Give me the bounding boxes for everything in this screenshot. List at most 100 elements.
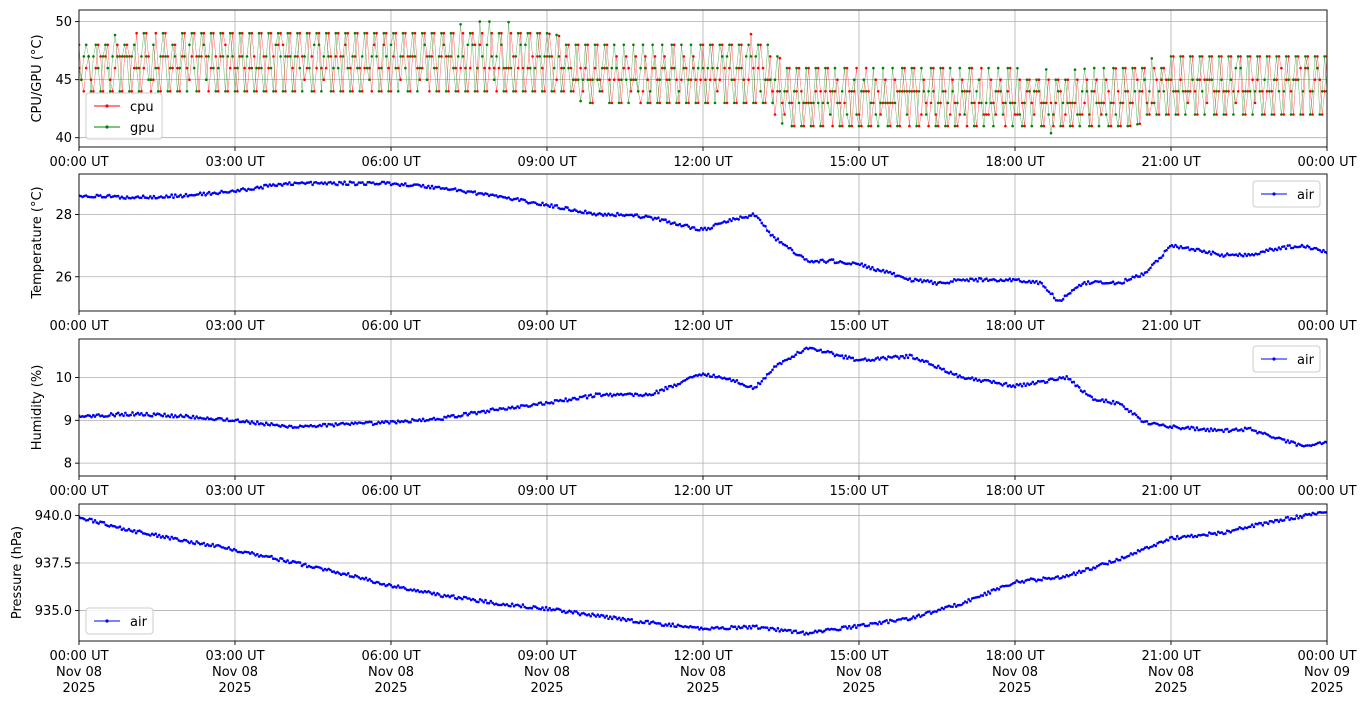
data-point bbox=[581, 90, 585, 93]
data-point bbox=[785, 66, 789, 70]
data-point bbox=[826, 101, 830, 105]
data-point bbox=[298, 561, 302, 564]
x-tick-date: Nov 08 bbox=[212, 665, 258, 680]
data-point bbox=[809, 124, 813, 128]
data-point bbox=[831, 258, 835, 261]
data-point bbox=[751, 387, 755, 391]
data-point bbox=[774, 239, 778, 242]
data-point bbox=[806, 632, 810, 636]
data-point bbox=[1258, 90, 1262, 93]
data-point bbox=[876, 268, 879, 271]
data-point bbox=[502, 66, 506, 70]
data-point bbox=[298, 31, 302, 35]
data-point bbox=[541, 201, 544, 205]
data-point bbox=[651, 218, 655, 221]
data-point bbox=[218, 191, 222, 195]
data-point bbox=[636, 90, 640, 93]
data-point bbox=[1164, 78, 1168, 81]
data-point bbox=[917, 358, 920, 362]
data-point bbox=[304, 562, 307, 566]
data-point bbox=[1270, 247, 1273, 251]
data-point bbox=[936, 124, 940, 128]
data-point bbox=[468, 66, 472, 70]
data-point bbox=[412, 183, 416, 186]
data-point bbox=[862, 622, 865, 626]
data-point bbox=[1279, 247, 1282, 251]
y-tick-label: 26 bbox=[55, 270, 72, 285]
data-point bbox=[668, 101, 671, 105]
data-point bbox=[286, 31, 290, 35]
data-point bbox=[389, 584, 393, 587]
data-point bbox=[336, 31, 340, 35]
data-point bbox=[1234, 101, 1238, 105]
data-point bbox=[310, 55, 314, 58]
data-point bbox=[1318, 113, 1322, 116]
data-point bbox=[1277, 246, 1281, 249]
data-point bbox=[300, 90, 304, 93]
data-point bbox=[634, 78, 638, 81]
data-point bbox=[1308, 90, 1312, 93]
data-point bbox=[562, 609, 566, 613]
data-point bbox=[691, 625, 694, 629]
data-point bbox=[1150, 101, 1154, 105]
data-point bbox=[1241, 429, 1245, 433]
data-point bbox=[1108, 559, 1111, 563]
data-point bbox=[1022, 382, 1026, 385]
data-point bbox=[576, 78, 580, 81]
data-point bbox=[963, 90, 966, 93]
data-point bbox=[1136, 275, 1140, 278]
data-point bbox=[996, 90, 1000, 93]
data-point bbox=[255, 420, 259, 423]
data-point bbox=[234, 549, 238, 552]
data-point bbox=[286, 55, 290, 58]
data-point bbox=[683, 223, 687, 227]
data-point bbox=[442, 43, 446, 47]
data-point bbox=[821, 124, 825, 128]
data-point bbox=[1037, 90, 1041, 93]
data-point bbox=[221, 31, 225, 35]
data-point bbox=[1188, 55, 1192, 58]
data-point bbox=[411, 55, 414, 58]
data-point bbox=[473, 43, 477, 47]
data-point bbox=[668, 78, 671, 81]
data-point bbox=[788, 101, 791, 105]
data-point bbox=[1280, 113, 1283, 116]
data-point bbox=[1304, 55, 1307, 58]
data-point bbox=[209, 193, 213, 196]
data-point bbox=[1174, 537, 1177, 541]
data-point bbox=[1101, 398, 1104, 401]
data-point bbox=[749, 384, 753, 388]
data-point bbox=[712, 224, 715, 227]
data-point bbox=[140, 412, 143, 415]
data-point bbox=[99, 194, 102, 197]
data-point bbox=[1044, 101, 1048, 105]
data-point bbox=[1052, 296, 1056, 300]
data-point bbox=[80, 78, 83, 81]
data-point bbox=[396, 66, 400, 70]
data-point bbox=[1008, 384, 1011, 387]
data-point bbox=[1275, 55, 1278, 58]
data-point bbox=[970, 277, 974, 281]
data-point bbox=[972, 101, 976, 105]
data-point bbox=[847, 624, 851, 628]
data-point bbox=[732, 101, 736, 105]
data-point bbox=[976, 280, 979, 283]
data-point bbox=[269, 66, 273, 70]
data-point bbox=[843, 66, 846, 70]
data-point bbox=[1090, 568, 1093, 571]
x-tick-date: Nov 08 bbox=[1148, 665, 1194, 680]
data-point bbox=[846, 627, 849, 630]
data-point bbox=[1019, 382, 1022, 386]
data-point bbox=[1246, 90, 1250, 93]
data-point bbox=[1023, 124, 1026, 128]
data-point bbox=[224, 90, 227, 93]
data-point bbox=[994, 588, 997, 592]
data-point bbox=[624, 55, 628, 58]
data-point bbox=[454, 66, 458, 70]
data-point bbox=[692, 55, 695, 58]
data-point bbox=[728, 43, 731, 47]
data-point bbox=[711, 66, 714, 70]
data-point bbox=[168, 415, 172, 419]
data-point bbox=[533, 66, 537, 70]
data-point bbox=[507, 196, 511, 199]
